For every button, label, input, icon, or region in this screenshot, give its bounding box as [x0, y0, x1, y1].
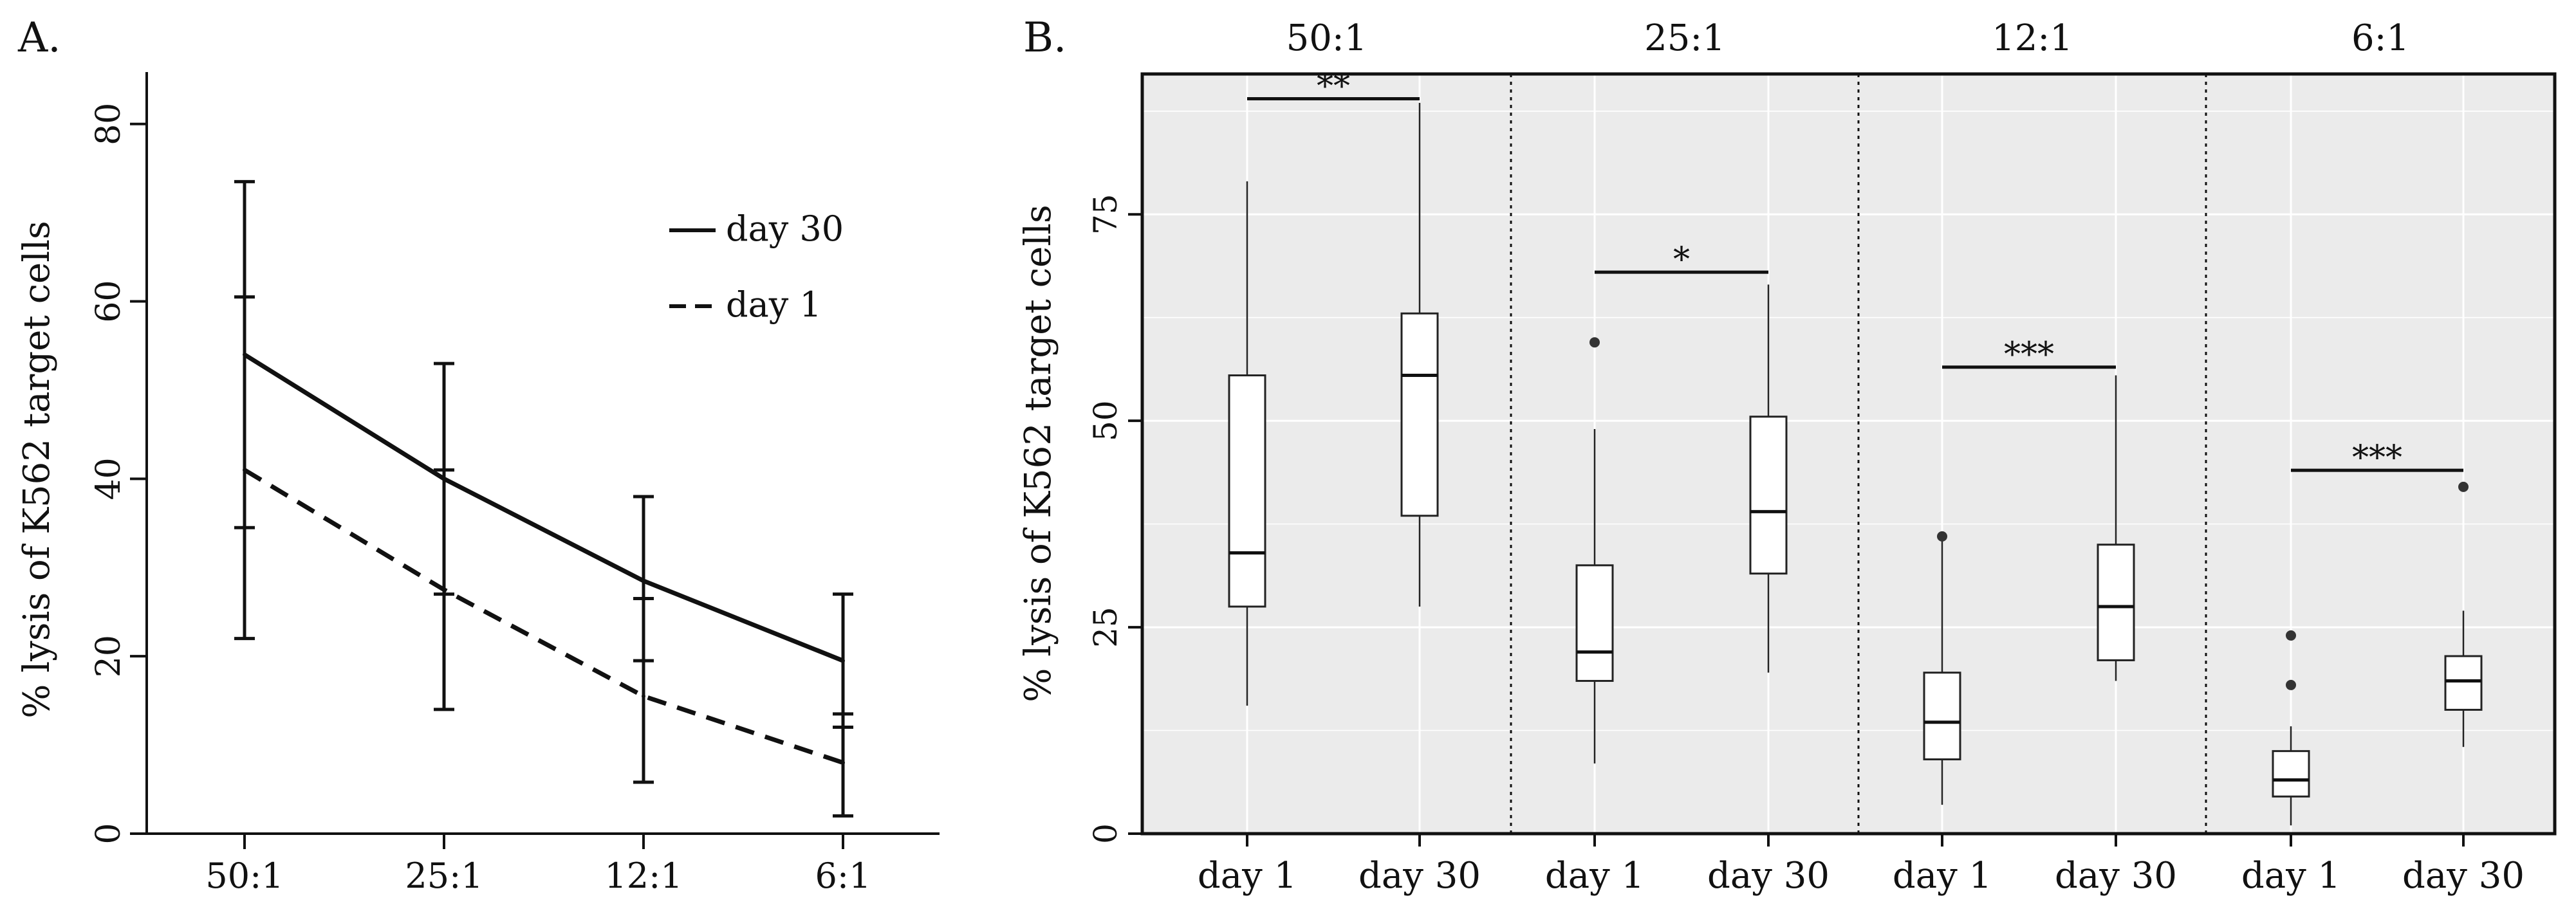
significance-label: *** [2352, 439, 2402, 477]
y-tick-label: 50 [1087, 400, 1124, 441]
data-point-day-1 [642, 694, 645, 699]
series-line-day-1 [243, 468, 844, 765]
panel-b-plot-border [1140, 72, 2557, 836]
x-tick-label: 12:1 [604, 856, 682, 896]
legend-label-day-30: day 30 [726, 208, 844, 249]
y-tick-label: 80 [89, 103, 128, 145]
data-point-day-30 [841, 659, 845, 663]
legend: day 30 day 1 [669, 208, 844, 325]
outlier-day-1 [1937, 531, 1947, 542]
outlier-day-1 [1589, 337, 1600, 348]
x-tick-label: day 30 [1358, 855, 1481, 897]
box-day-30 [2444, 655, 2483, 711]
x-tick-label: 6:1 [815, 856, 871, 896]
x-tick-label: day 30 [2402, 855, 2525, 897]
x-tick-label: day 1 [1893, 855, 1992, 897]
x-tick-label: 25:1 [405, 856, 483, 896]
data-point-day-1 [243, 468, 246, 472]
box-day-1 [2272, 750, 2310, 798]
x-tick-label: day 30 [2055, 855, 2177, 897]
facet-label: 6:1 [2351, 17, 2409, 59]
significance-label: * [1673, 241, 1690, 279]
data-point-day-30 [642, 578, 645, 583]
outlier-day-1 [2286, 679, 2296, 690]
panel-b-plot-background [1142, 74, 2555, 834]
y-tick-label: 0 [1087, 823, 1124, 844]
facet-label: 12:1 [1992, 17, 2073, 59]
panel-a-y-axis-label: % lysis of K562 target cells [16, 221, 58, 719]
panel-b: B. % lysis of K562 target cells 0255075 … [1017, 14, 2557, 897]
box-day-30 [1749, 416, 1788, 575]
facet-label: 25:1 [1644, 17, 1725, 59]
y-tick-label: 75 [1087, 194, 1124, 235]
data-point-day-1 [841, 760, 845, 765]
y-tick-label: 0 [89, 823, 128, 844]
panel-b-label: B. [1023, 14, 1066, 62]
x-tick-label: day 1 [1198, 855, 1297, 897]
x-tick-label: day 1 [1545, 855, 1644, 897]
y-tick-label: 40 [89, 457, 128, 500]
legend-label-day-1: day 1 [726, 284, 822, 325]
panel-a-label: A. [17, 14, 61, 62]
panel-a: A. % lysis of K562 target cells 0 20 40 60 8… [16, 14, 940, 896]
data-point-day-1 [442, 587, 446, 592]
y-tick-label: 25 [1087, 607, 1124, 648]
series-line-day-30 [243, 353, 844, 663]
box-day-1 [1923, 672, 1961, 760]
outlier-day-1 [2286, 630, 2296, 641]
facet-label: 50:1 [1286, 17, 1367, 59]
x-tick-label: 50:1 [205, 856, 283, 896]
significance-label: *** [2004, 336, 2054, 374]
panel-b-y-axis-label: % lysis of K562 target cells [1017, 205, 1059, 702]
x-tick-label: day 1 [2241, 855, 2340, 897]
box-day-30 [2097, 544, 2135, 661]
outlier-day-30 [2458, 481, 2469, 492]
box-day-30 [1400, 312, 1439, 517]
y-tick-label: 60 [89, 280, 128, 322]
y-tick-label: 20 [89, 635, 128, 677]
box-day-1 [1575, 564, 1614, 682]
box-day-1 [1228, 374, 1266, 608]
x-tick-label: day 30 [1707, 855, 1830, 897]
